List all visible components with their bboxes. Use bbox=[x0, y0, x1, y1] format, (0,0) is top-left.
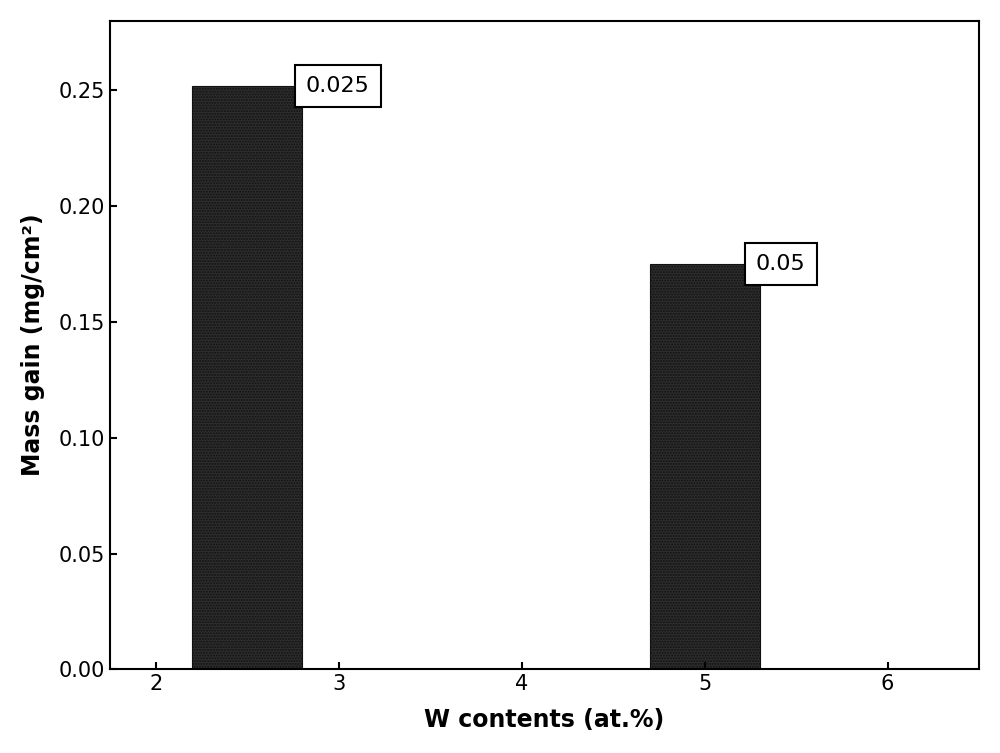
X-axis label: W contents (at.%): W contents (at.%) bbox=[424, 708, 665, 732]
Y-axis label: Mass gain (mg/cm²): Mass gain (mg/cm²) bbox=[21, 214, 45, 477]
Bar bbox=[192, 86, 302, 669]
Bar bbox=[650, 264, 760, 669]
Text: 0.025: 0.025 bbox=[306, 76, 370, 96]
Text: 0.05: 0.05 bbox=[756, 254, 806, 274]
